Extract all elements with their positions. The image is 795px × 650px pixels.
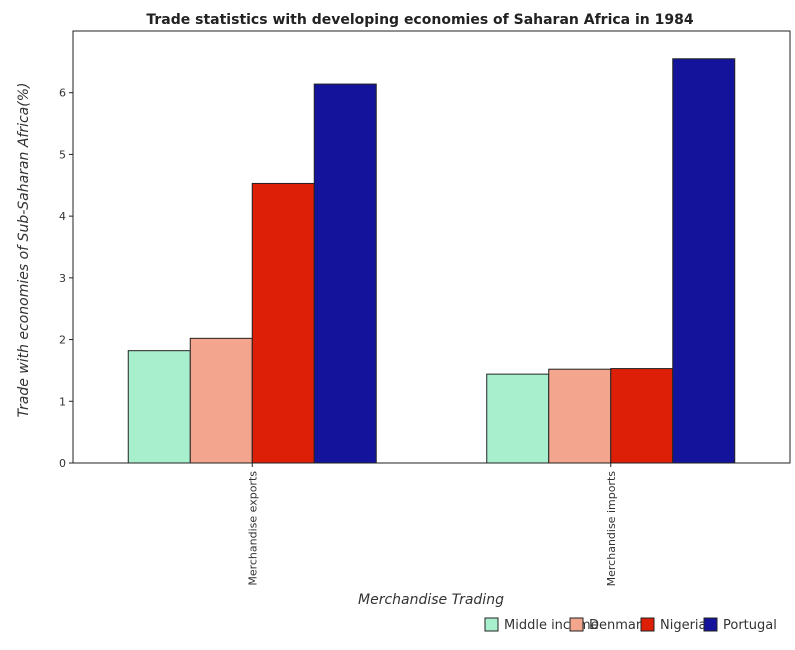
legend-label: Denmark — [589, 618, 649, 633]
x-axis-label: Merchandise Trading — [358, 592, 504, 608]
y-tick-label: 3 — [59, 272, 66, 285]
legend-swatch — [569, 617, 584, 632]
bar-denmark — [189, 337, 253, 464]
y-axis: 0 1 2 3 4 5 6 — [59, 87, 73, 470]
y-tick-label: 2 — [59, 334, 66, 347]
bar-nigeria — [251, 182, 315, 464]
legend-swatch — [484, 617, 499, 632]
plot-border — [72, 30, 791, 464]
x-tick-label: Merchandise exports — [246, 471, 259, 586]
bar-nigeria — [610, 368, 674, 464]
bar-denmark — [548, 368, 612, 464]
plot-area — [72, 30, 791, 464]
y-tick-label: 4 — [59, 210, 66, 223]
y-axis-label: Trade with economies of Sub-Saharan Afri… — [16, 83, 32, 418]
y-tick-label: 5 — [59, 148, 66, 161]
y-tick-label: 0 — [59, 457, 66, 470]
x-tick-label: Merchandise imports — [605, 471, 618, 587]
y-tick-label: 1 — [59, 395, 66, 408]
chart-title: Trade statistics with developing economi… — [146, 12, 693, 28]
y-tick-label: 6 — [59, 87, 66, 100]
legend-swatch — [703, 617, 718, 632]
legend-swatch — [640, 617, 655, 632]
bar-portugal — [672, 58, 736, 464]
bar-portugal — [313, 83, 377, 464]
x-axis: Merchandise exports Merchandise imports — [246, 463, 618, 586]
bars — [127, 58, 736, 464]
legend-label: Portugal — [723, 618, 777, 633]
bar-middle-income — [127, 350, 191, 464]
legend-label: Middle income — [504, 618, 599, 633]
legend-label: Nigeria — [660, 618, 707, 633]
bar-middle-income — [486, 373, 550, 464]
